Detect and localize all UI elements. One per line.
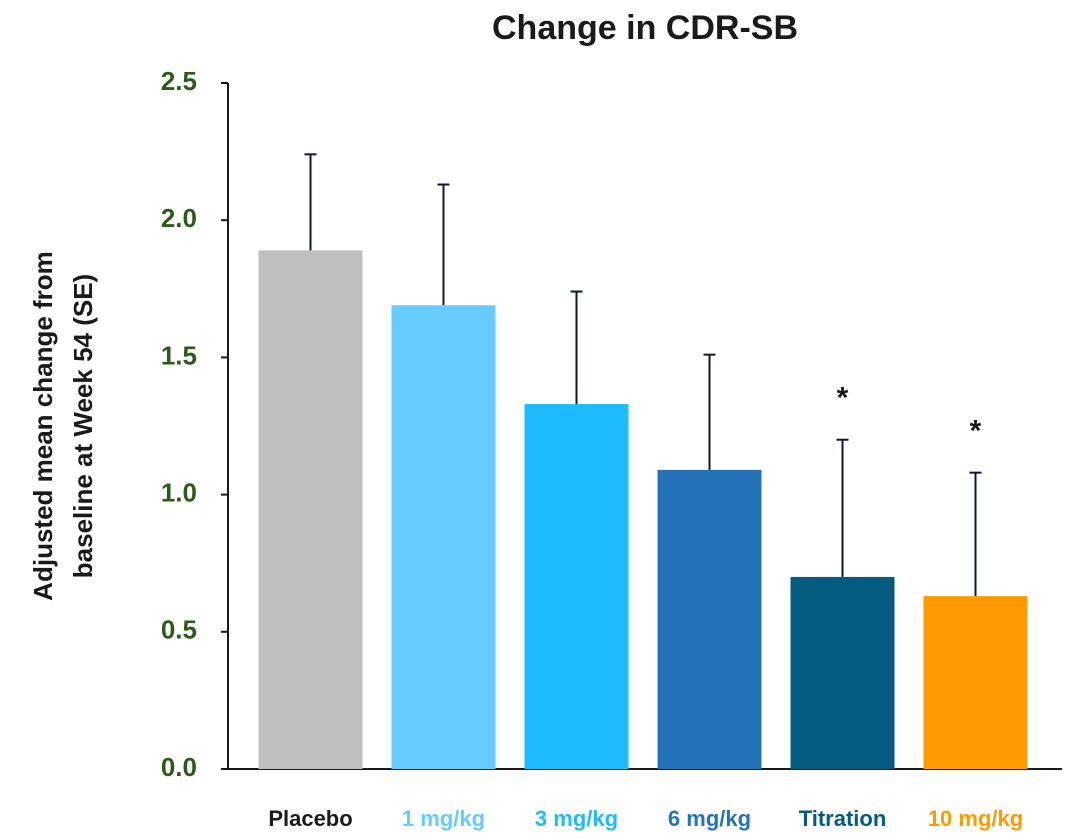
y-axis-label: Adjusted mean change from [28, 251, 58, 601]
chart-title: Change in CDR-SB [492, 9, 798, 47]
bar [524, 404, 629, 769]
y-axis-label: baseline at Week 54 (SE) [68, 274, 98, 578]
bar [657, 469, 762, 769]
y-tick-label: 2.0 [161, 203, 197, 233]
y-tick-label: 0.5 [161, 615, 197, 645]
bar [258, 250, 363, 769]
bar [391, 305, 496, 769]
x-tick-label: 6 mg/kg [668, 806, 751, 831]
x-tick-label: 10 mg/kg [928, 806, 1023, 831]
y-tick-label: 2.5 [161, 66, 197, 96]
bar [790, 576, 895, 769]
y-tick-label: 1.5 [161, 340, 197, 370]
x-tick-label: Placebo [268, 806, 352, 831]
significance-mark: * [837, 382, 849, 415]
x-tick-label: 3 mg/kg [535, 806, 618, 831]
significance-mark: * [970, 415, 982, 448]
y-tick-label: 0.0 [161, 752, 197, 782]
x-tick-label: 1 mg/kg [402, 806, 485, 831]
y-tick-label: 1.0 [161, 477, 197, 507]
bar [923, 596, 1028, 769]
x-tick-label: Titration [799, 806, 887, 831]
